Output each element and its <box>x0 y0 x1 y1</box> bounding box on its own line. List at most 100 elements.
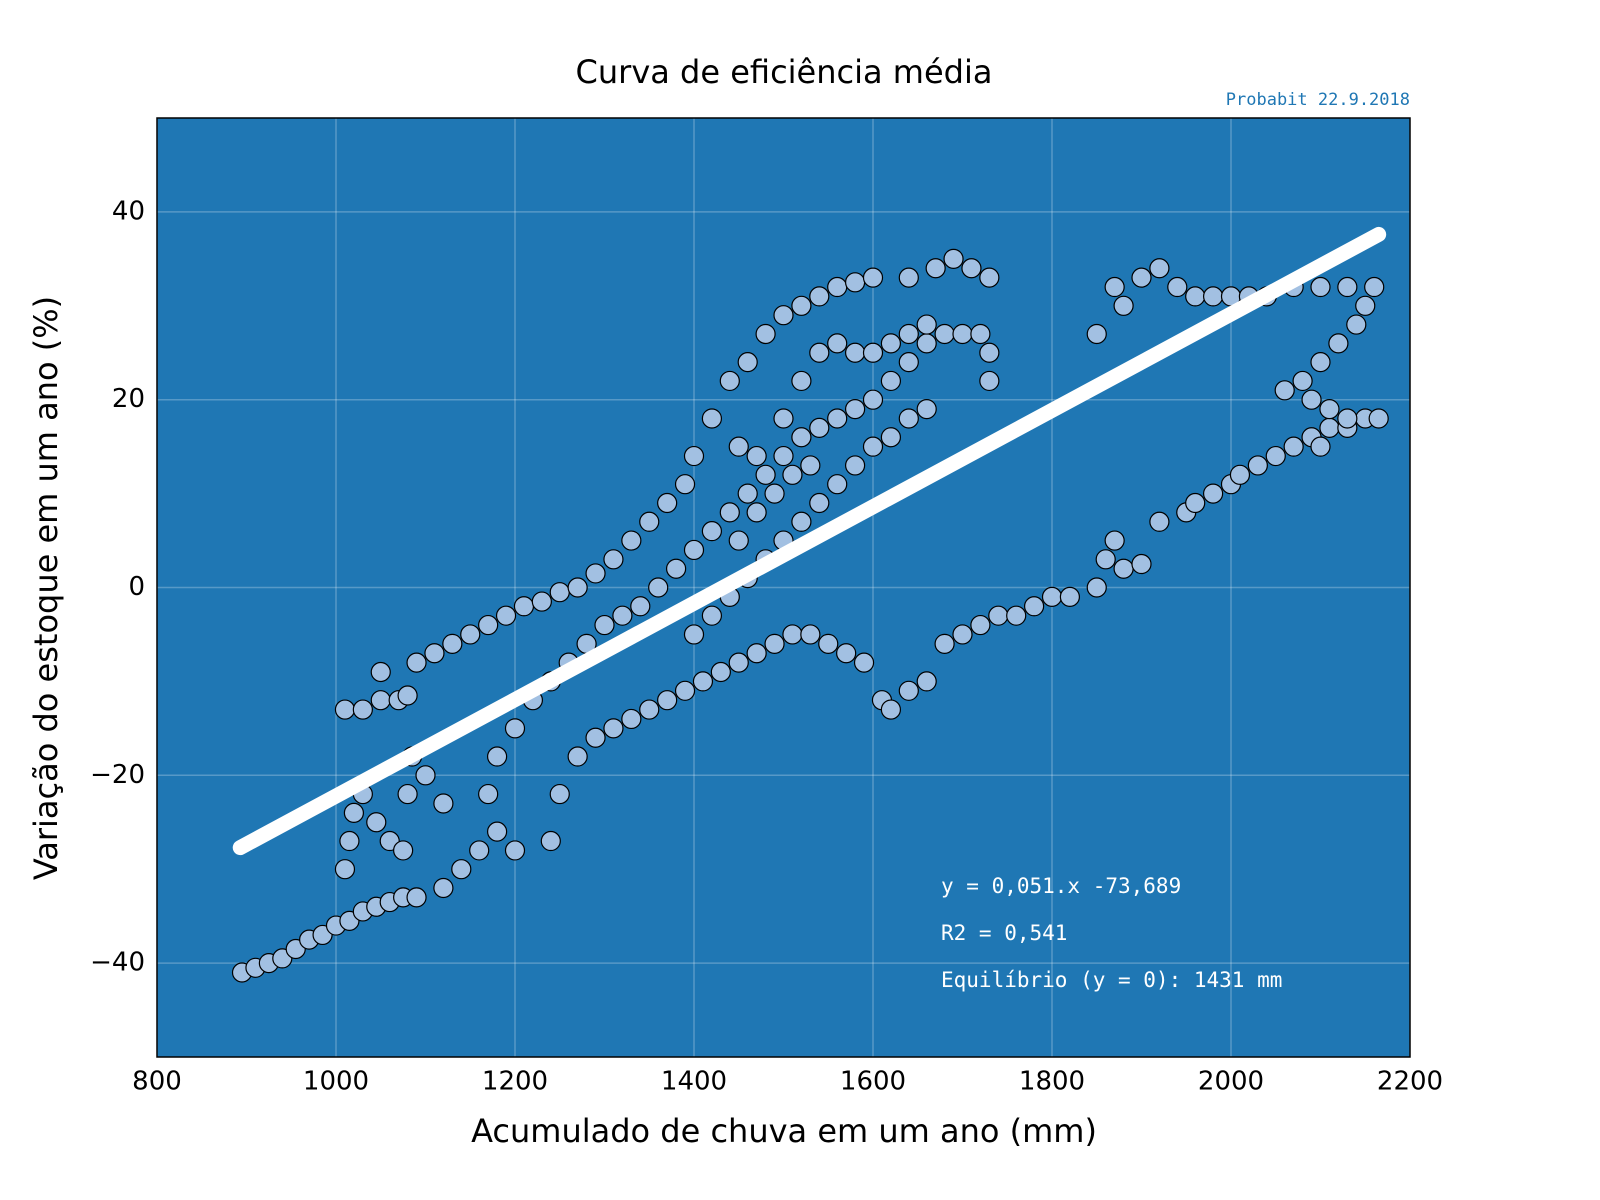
data-point <box>433 877 454 899</box>
annotation: Equilíbrio (y = 0): 1431 mm <box>941 968 1282 992</box>
x-tick-label: 1800 <box>1019 1067 1085 1097</box>
data-point <box>970 323 991 345</box>
data-point <box>683 539 705 561</box>
data-point <box>979 267 1000 288</box>
data-point <box>334 859 356 880</box>
data-point <box>594 614 615 636</box>
data-point <box>844 342 866 363</box>
data-point <box>844 455 866 476</box>
data-point <box>495 605 517 626</box>
data-point <box>567 577 588 598</box>
data-point <box>339 830 360 852</box>
data-point <box>1229 464 1251 485</box>
annotation: y = 0,051.x -73,689 <box>941 874 1181 898</box>
data-point <box>916 314 937 335</box>
data-point <box>925 258 946 279</box>
data-point <box>755 323 776 345</box>
data-point <box>1202 483 1224 504</box>
x-tick-label: 800 <box>132 1067 182 1097</box>
data-point <box>710 661 731 683</box>
data-point <box>487 821 508 842</box>
data-point <box>746 643 767 664</box>
data-point <box>487 746 508 767</box>
data-point <box>898 408 919 429</box>
data-point <box>603 549 624 570</box>
data-point <box>692 671 714 692</box>
y-tick-label: −40 <box>90 948 145 978</box>
data-point <box>1185 492 1206 514</box>
data-point <box>585 727 606 748</box>
data-point <box>862 436 884 457</box>
data-point <box>1337 408 1358 429</box>
data-point <box>567 746 588 767</box>
data-point <box>844 272 866 293</box>
data-point <box>1301 389 1322 410</box>
data-point <box>719 370 740 392</box>
data-point <box>621 530 642 551</box>
data-point <box>334 699 356 720</box>
data-point <box>1086 323 1107 345</box>
data-point <box>853 652 875 673</box>
data-point <box>1023 596 1045 617</box>
data-point <box>746 445 767 467</box>
plot-frame <box>156 117 1411 1058</box>
data-point <box>719 502 740 523</box>
data-point <box>406 887 427 908</box>
data-point <box>1149 511 1170 532</box>
x-tick-label: 1200 <box>482 1067 548 1097</box>
data-point <box>979 342 1000 363</box>
data-point <box>898 680 919 701</box>
data-point <box>478 783 499 805</box>
data-point <box>469 840 490 861</box>
data-point <box>836 643 857 664</box>
data-point <box>791 511 812 532</box>
data-point <box>818 633 839 654</box>
data-point <box>880 370 902 392</box>
data-point <box>683 445 705 467</box>
data-point <box>782 464 803 485</box>
x-tick-label: 2000 <box>1198 1067 1264 1097</box>
data-point <box>898 352 919 373</box>
data-point <box>755 464 776 485</box>
data-point <box>1202 286 1224 307</box>
annotation: R2 = 0,541 <box>941 921 1067 945</box>
data-point <box>862 342 884 363</box>
data-point <box>504 718 526 739</box>
data-point <box>934 323 955 345</box>
data-point <box>1265 445 1286 467</box>
data-point <box>1104 530 1125 551</box>
data-point <box>1328 333 1349 354</box>
chart-title: Curva de eficiência média <box>576 53 993 91</box>
data-point <box>665 558 687 579</box>
data-point <box>898 267 919 288</box>
data-point <box>1319 398 1340 420</box>
data-point <box>585 563 606 584</box>
data-point <box>943 248 964 269</box>
y-tick-label: 0 <box>128 572 145 602</box>
data-point <box>773 408 794 429</box>
data-point <box>1041 586 1063 607</box>
data-point <box>827 333 848 354</box>
data-point <box>827 408 848 429</box>
data-point <box>433 793 454 814</box>
data-point <box>728 436 749 457</box>
data-point <box>657 690 678 711</box>
data-point <box>952 323 973 345</box>
data-point <box>791 295 812 316</box>
data-point <box>827 474 848 495</box>
data-point <box>701 408 723 429</box>
data-point <box>683 624 705 645</box>
data-point <box>504 840 526 861</box>
data-point <box>862 389 884 410</box>
data-point <box>442 633 463 654</box>
data-point <box>934 633 955 654</box>
data-point <box>1310 352 1331 373</box>
data-point <box>513 596 535 617</box>
data-point <box>791 370 812 392</box>
data-point <box>549 582 570 603</box>
data-point <box>639 511 660 532</box>
x-tick-label: 1400 <box>661 1067 727 1097</box>
data-point <box>952 624 973 645</box>
data-point <box>1292 370 1313 392</box>
data-point <box>1355 295 1376 316</box>
